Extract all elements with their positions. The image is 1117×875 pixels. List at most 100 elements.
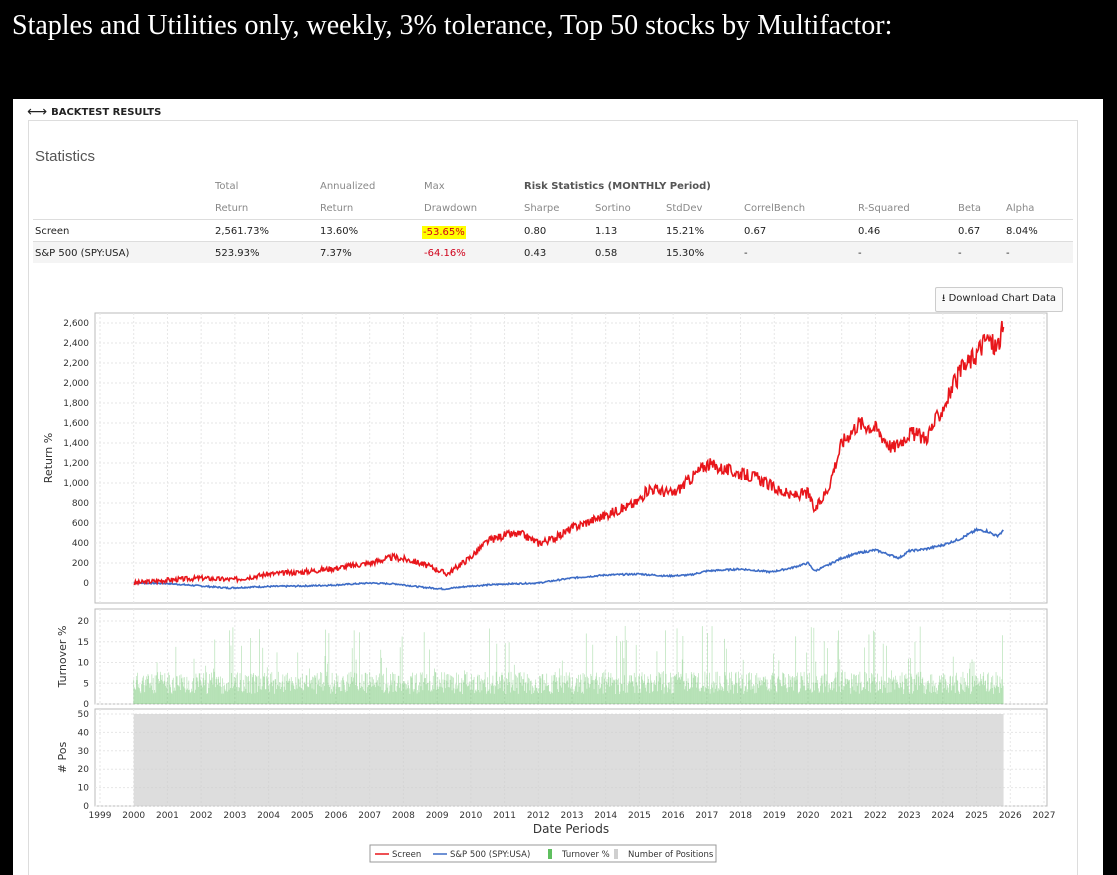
statistics-title: Statistics xyxy=(35,148,96,165)
legend-swatch xyxy=(548,849,552,859)
row-alpha: 8.04% xyxy=(1006,226,1038,237)
x-tick-label: 2025 xyxy=(965,811,988,821)
x-tick-label: 2001 xyxy=(156,811,179,821)
post-title: Staples and Utilities only, weekly, 3% t… xyxy=(12,10,893,41)
x-tick-label: 2011 xyxy=(493,811,516,821)
row-stddev: 15.21% xyxy=(666,226,705,237)
col-total-head: Total xyxy=(215,181,239,192)
row-total: 523.93% xyxy=(215,248,260,259)
x-tick-label: 2017 xyxy=(695,811,718,821)
x-tick-label: 2021 xyxy=(830,811,853,821)
y-tick-label: 2,600 xyxy=(63,319,89,329)
positions-area xyxy=(133,714,1004,806)
x-tick-label: 2026 xyxy=(999,811,1022,821)
x-tick-label: 1999 xyxy=(89,811,112,821)
row-rsquared: 0.46 xyxy=(858,226,881,237)
col-sortino: Sortino xyxy=(595,203,631,214)
row-correlbench: 0.67 xyxy=(744,226,767,237)
results-container: Statistics Total Annualized Max Risk Sta… xyxy=(28,120,1078,875)
download-chart-data-button[interactable]: ⭳ Download Chart Data xyxy=(934,287,1063,312)
col-stddev: StdDev xyxy=(666,203,703,214)
x-tick-label: 2014 xyxy=(594,811,617,821)
x-tick-label: 2009 xyxy=(426,811,449,821)
x-tick-label: 2003 xyxy=(223,811,246,821)
series-line-screen xyxy=(133,320,1005,586)
positions-tick-label: 20 xyxy=(78,765,90,775)
col-correlbench: CorrelBench xyxy=(744,203,806,214)
x-tick-label: 2004 xyxy=(257,811,280,821)
col-annualized-sub: Return xyxy=(320,203,354,214)
row-annualized: 7.37% xyxy=(320,248,352,259)
row-total: 2,561.73% xyxy=(215,226,270,237)
y-tick-label: 200 xyxy=(72,559,89,569)
row-sortino: 0.58 xyxy=(595,248,618,259)
turnover-panel-frame xyxy=(94,608,1048,705)
turnover-tick-label: 15 xyxy=(78,638,89,648)
y-tick-label: 1,000 xyxy=(63,479,89,489)
row-maxdd: -64.16% xyxy=(424,248,466,259)
y-tick-label: 800 xyxy=(72,499,89,509)
turnover-tick-label: 5 xyxy=(83,679,89,689)
turnover-tick-label: 10 xyxy=(78,659,90,669)
x-tick-label: 2018 xyxy=(729,811,752,821)
x-tick-label: 2005 xyxy=(291,811,314,821)
row-beta: 0.67 xyxy=(958,226,981,237)
download-label: Download Chart Data xyxy=(948,293,1056,304)
x-tick-label: 2023 xyxy=(898,811,921,821)
return-panel-frame xyxy=(94,312,1048,604)
legend-box xyxy=(369,844,717,863)
legend-label: Turnover % xyxy=(561,850,610,860)
positions-tick-label: 50 xyxy=(78,710,90,720)
x-tick-label: 2008 xyxy=(392,811,415,821)
row-sortino: 1.13 xyxy=(595,226,618,237)
row-maxdd-highlighted: -53.65% xyxy=(422,226,466,239)
statistics-table: Total Annualized Max Risk Statistics (MO… xyxy=(33,175,1073,263)
y-tick-label: 1,800 xyxy=(63,399,89,409)
backtest-results-label: BACKTEST RESULTS xyxy=(51,106,162,118)
col-total-sub: Return xyxy=(215,203,249,214)
row-sharpe: 0.80 xyxy=(524,226,547,237)
backtest-results-header[interactable]: ⟷ BACKTEST RESULTS xyxy=(27,104,161,120)
y-tick-label: 400 xyxy=(72,539,89,549)
positions-axis-label: # Pos xyxy=(56,742,69,774)
legend-label: S&P 500 (SPY:USA) xyxy=(450,850,530,860)
y-tick-label: 0 xyxy=(83,579,89,589)
row-rsquared: - xyxy=(858,248,862,259)
x-tick-label: 2016 xyxy=(662,811,685,821)
col-beta: Beta xyxy=(958,203,982,214)
col-rsquared: R-Squared xyxy=(858,203,910,214)
x-tick-label: 2006 xyxy=(325,811,348,821)
x-tick-label: 2012 xyxy=(527,811,550,821)
y-tick-label: 1,400 xyxy=(63,439,89,449)
x-tick-label: 2002 xyxy=(190,811,213,821)
stats-row-benchmark: S&P 500 (SPY:USA) 523.93% 7.37% -64.16% … xyxy=(33,241,1073,263)
risk-statistics-head: Risk Statistics (MONTHLY Period) xyxy=(524,181,711,192)
x-tick-label: 2010 xyxy=(459,811,482,821)
stats-header-row-2: Return Return Drawdown Sharpe Sortino St… xyxy=(33,197,1073,219)
stats-header-row-1: Total Annualized Max Risk Statistics (MO… xyxy=(33,175,1073,197)
col-alpha: Alpha xyxy=(1006,203,1035,214)
x-tick-label: 2007 xyxy=(358,811,381,821)
y-tick-label: 2,200 xyxy=(63,359,89,369)
x-tick-label: 2020 xyxy=(797,811,820,821)
row-name: S&P 500 (SPY:USA) xyxy=(35,248,130,259)
positions-tick-label: 40 xyxy=(78,728,90,738)
row-stddev: 15.30% xyxy=(666,248,705,259)
series-line-sp500 xyxy=(133,527,1004,591)
row-name: Screen xyxy=(35,226,70,237)
turnover-axis-label: Turnover % xyxy=(56,626,69,689)
x-tick-label: 2027 xyxy=(1033,811,1056,821)
col-sharpe: Sharpe xyxy=(524,203,560,214)
legend-label: Number of Positions xyxy=(628,850,714,860)
row-alpha: - xyxy=(1006,248,1010,259)
col-maxdd-sub: Drawdown xyxy=(424,203,478,214)
turnover-bars xyxy=(133,625,1004,704)
y-tick-label: 2,400 xyxy=(63,339,89,349)
download-icon: ⭳ xyxy=(941,293,946,304)
row-sharpe: 0.43 xyxy=(524,248,547,259)
col-annualized-head: Annualized xyxy=(320,181,376,192)
x-tick-label: 2022 xyxy=(864,811,887,821)
y-tick-label: 1,200 xyxy=(63,459,89,469)
row-beta: - xyxy=(958,248,962,259)
